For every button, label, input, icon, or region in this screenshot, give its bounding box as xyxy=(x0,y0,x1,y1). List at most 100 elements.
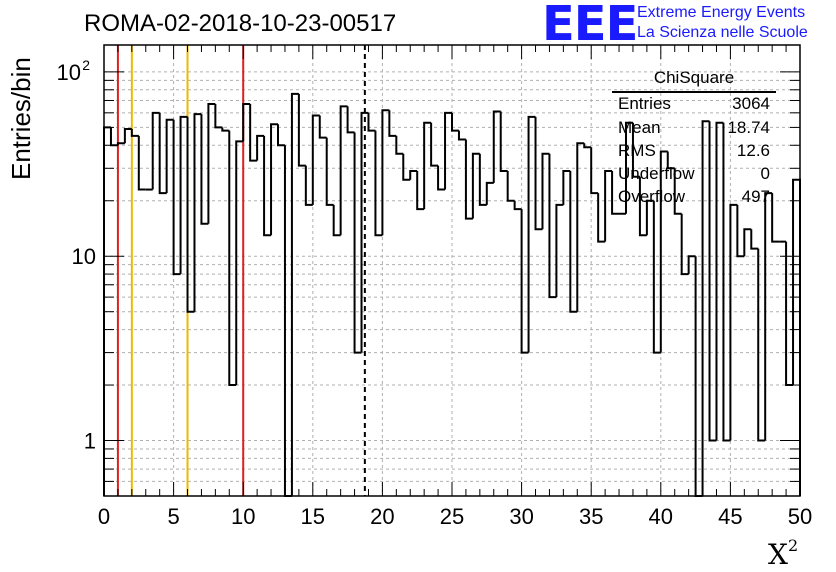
histogram-bin xyxy=(360,111,369,353)
histogram-bin xyxy=(597,193,606,243)
histogram-bin xyxy=(701,120,710,496)
histogram-bin xyxy=(339,105,348,236)
histogram-bin xyxy=(638,176,647,237)
logo-line-1: Extreme Energy Events xyxy=(637,4,806,21)
histogram-bin xyxy=(464,139,473,220)
histogram-bin xyxy=(207,102,216,224)
histogram-bin xyxy=(151,111,160,190)
histogram-bin xyxy=(527,115,536,353)
histogram-bin xyxy=(583,143,592,149)
histogram-bin xyxy=(311,114,320,205)
histogram-bin xyxy=(235,140,244,386)
histogram-bin xyxy=(562,170,571,205)
histogram-bin xyxy=(771,193,780,243)
histogram-bin xyxy=(729,203,738,441)
histogram-bin xyxy=(499,111,508,173)
histogram-bin xyxy=(541,152,550,230)
histogram-bin xyxy=(534,116,543,231)
histogram-bin xyxy=(409,170,418,180)
stat-value-rms: 12.6 xyxy=(736,141,770,160)
stat-name-underflow: Underflow xyxy=(618,164,695,183)
histogram-bin xyxy=(256,134,265,161)
x-tick-label: 45 xyxy=(718,504,742,529)
histogram-bin xyxy=(214,103,223,129)
histogram-bin xyxy=(395,135,404,155)
histogram-bin xyxy=(444,111,452,190)
stat-value-overflow: 497 xyxy=(741,187,770,206)
histogram-bin xyxy=(381,109,390,236)
histogram-bin xyxy=(715,121,724,441)
histogram-bin xyxy=(555,203,564,298)
histogram-bin xyxy=(263,135,272,237)
histogram-bin xyxy=(604,170,613,242)
histogram-bin xyxy=(270,123,278,236)
histogram-bin xyxy=(416,171,425,211)
histogram-bin xyxy=(277,124,285,147)
stat-value-entries: 3064 xyxy=(732,94,770,113)
histogram-bin xyxy=(625,121,633,214)
histogram-bin xyxy=(221,127,230,132)
histogram-bin xyxy=(137,135,146,191)
histogram-bin xyxy=(548,153,557,299)
stat-name-entries: Entries xyxy=(618,94,671,113)
histogram-bin xyxy=(318,115,327,139)
histogram-bin xyxy=(785,241,794,387)
histogram-bin xyxy=(374,130,383,237)
y-axis-label: Entries/bin xyxy=(6,57,36,180)
histogram-bin xyxy=(645,199,654,236)
histogram-bin xyxy=(757,248,766,442)
histogram-bin xyxy=(520,209,529,354)
stat-name-rms: RMS xyxy=(618,141,656,160)
stat-name-overflow: Overflow xyxy=(618,187,686,206)
histogram-bin xyxy=(485,181,494,205)
x-tick-label: 0 xyxy=(98,504,110,529)
histogram-bin xyxy=(193,113,202,312)
histogram-bin xyxy=(764,192,773,441)
histogram-bin xyxy=(457,130,466,141)
histogram-bin xyxy=(116,142,125,146)
histogram-bin xyxy=(179,115,188,275)
histogram-bin xyxy=(750,229,759,250)
histogram-bin xyxy=(423,121,432,210)
histogram-bin xyxy=(666,151,675,170)
histogram-bin xyxy=(388,110,397,137)
histogram-bin xyxy=(611,171,620,215)
x-tick-label: 30 xyxy=(509,504,533,529)
stat-name-mean: Mean xyxy=(618,118,661,137)
x-axis-label-sup: 2 xyxy=(787,536,799,555)
x-axis-label: X2 xyxy=(768,536,799,571)
stats-box-title: ChiSquare xyxy=(653,68,735,87)
histogram-bin xyxy=(471,152,480,219)
histogram-bin xyxy=(283,145,292,497)
y-tick-label: 10 xyxy=(57,60,81,85)
histogram-bin xyxy=(242,102,251,142)
histogram-bin xyxy=(228,130,237,387)
histogram-bin xyxy=(478,153,487,206)
histogram-bin xyxy=(200,114,209,225)
x-tick-label: 35 xyxy=(579,504,603,529)
histogram-bin xyxy=(402,153,411,181)
histogram-bin xyxy=(736,204,745,258)
logo-line-2: La Scienza nelle Scuole xyxy=(637,24,808,41)
histogram-bin xyxy=(123,128,132,144)
x-tick-label: 50 xyxy=(788,504,812,529)
stat-value-mean: 18.74 xyxy=(727,118,770,137)
x-tick-label: 15 xyxy=(301,504,325,529)
histogram-bin xyxy=(576,142,585,312)
histogram-bin xyxy=(158,112,167,195)
histogram-bin xyxy=(708,121,717,442)
x-tick-label: 5 xyxy=(167,504,179,529)
histogram-bin xyxy=(569,171,578,313)
x-tick-label: 40 xyxy=(649,504,673,529)
histogram-bin xyxy=(694,256,703,497)
x-tick-label: 10 xyxy=(231,504,255,529)
stats-box-rule xyxy=(612,91,776,93)
chart-title: ROMA-02-2018-10-23-00517 xyxy=(84,10,397,37)
histogram-bin xyxy=(659,150,668,353)
histogram-bin xyxy=(304,165,313,206)
histogram-bin xyxy=(346,106,355,134)
histogram-bin xyxy=(680,213,689,276)
histogram-bin xyxy=(109,127,118,147)
histogram-bin xyxy=(353,132,362,354)
